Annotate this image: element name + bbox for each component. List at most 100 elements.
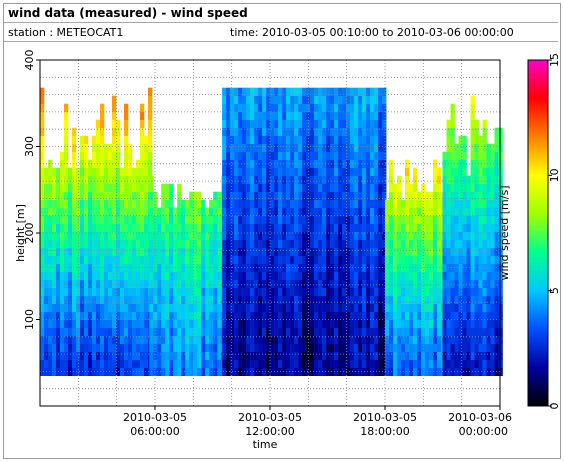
heatmap-cell [370,207,375,216]
heatmap-cell [177,367,182,376]
heatmap-cell [433,199,438,208]
heatmap-cell [389,367,394,376]
heatmap-cell [213,215,218,224]
heatmap-cell [149,295,154,304]
heatmap-cell [185,327,190,336]
heatmap-cell [462,143,467,152]
heatmap-cell [270,351,275,360]
heatmap-cell [470,311,475,320]
heatmap-cell [209,207,214,216]
heatmap-cell [230,343,235,352]
heatmap-cell [148,119,153,128]
heatmap-cell [450,319,455,328]
heatmap-cell [132,359,137,368]
heatmap-cell [144,247,149,256]
heatmap-cell [64,103,69,112]
heatmap-cell [374,319,379,328]
heatmap-cell [334,295,339,304]
heatmap-cell [298,303,303,312]
heatmap-cell [286,335,291,344]
heatmap-cell [246,135,251,144]
heatmap-cell [358,367,363,376]
heatmap-cell [474,119,479,128]
heatmap-cell [64,295,69,304]
heatmap-cell [318,87,323,96]
heatmap-cell [318,207,323,216]
heatmap-cell [318,143,323,152]
heatmap-cell [148,167,153,176]
heatmap-cell [346,87,351,96]
heatmap-cell [385,327,390,336]
heatmap-cell [334,343,339,352]
heatmap-cell [56,191,61,200]
heatmap-cell [466,327,471,336]
heatmap-cell [80,191,85,200]
heatmap-cell [302,111,307,120]
heatmap-cell [72,215,77,224]
heatmap-cell [76,343,81,352]
heatmap-cell [433,351,438,360]
heatmap-cell [177,351,182,360]
heatmap-cell [470,103,475,112]
heatmap-cell [314,127,319,136]
heatmap-cell [342,263,347,272]
heatmap-cell [242,311,247,320]
heatmap-cell [294,255,299,264]
heatmap-cell [290,207,295,216]
heatmap-cell [362,119,367,128]
heatmap-cell [250,255,255,264]
heatmap-cell [413,167,418,176]
heatmap-cell [366,159,371,168]
heatmap-cell [486,255,491,264]
heatmap-cell [342,87,347,96]
heatmap-cell [80,335,85,344]
heatmap-cell [486,223,491,232]
heatmap-cell [350,335,355,344]
heatmap-cell [294,119,299,128]
heatmap-cell [354,151,359,160]
heatmap-cell [374,119,379,128]
heatmap-cell [318,135,323,144]
heatmap-cell [68,247,73,256]
heatmap-cell [401,359,406,368]
heatmap-cell [88,359,93,368]
heatmap-cell [181,343,186,352]
heatmap-cell [346,167,351,176]
heatmap-cell [425,231,430,240]
heatmap-cell [370,351,375,360]
heatmap-cell [246,351,251,360]
heatmap-cell [124,255,129,264]
heatmap-cell [181,295,186,304]
heatmap-cell [266,183,271,192]
heatmap-cell [116,351,121,360]
heatmap-cell [246,311,251,320]
heatmap-cell [100,319,105,328]
heatmap-cell [374,183,379,192]
heatmap-cell [120,263,125,272]
heatmap-cell [446,207,451,216]
heatmap-cell [494,247,499,256]
heatmap-cell [64,327,69,336]
heatmap-cell [374,199,379,208]
heatmap-cell [330,199,335,208]
heatmap-cell [262,223,267,232]
heatmap-cell [482,295,487,304]
heatmap-cell [454,207,459,216]
heatmap-cell [56,295,61,304]
heatmap-cell [144,167,149,176]
heatmap-cell [230,335,235,344]
heatmap-cell [494,351,499,360]
heatmap-cell [318,215,323,224]
heatmap-cell [429,303,434,312]
heatmap-cell [498,335,503,344]
heatmap-cell [40,87,45,96]
heatmap-cell [124,167,129,176]
heatmap-cell [201,287,206,296]
heatmap-cell [389,311,394,320]
heatmap-cell [278,343,283,352]
heatmap-cell [358,359,363,368]
heatmap-cell [222,239,227,248]
heatmap-cell [334,95,339,104]
heatmap-cell [112,199,117,208]
heatmap-cell [144,335,149,344]
